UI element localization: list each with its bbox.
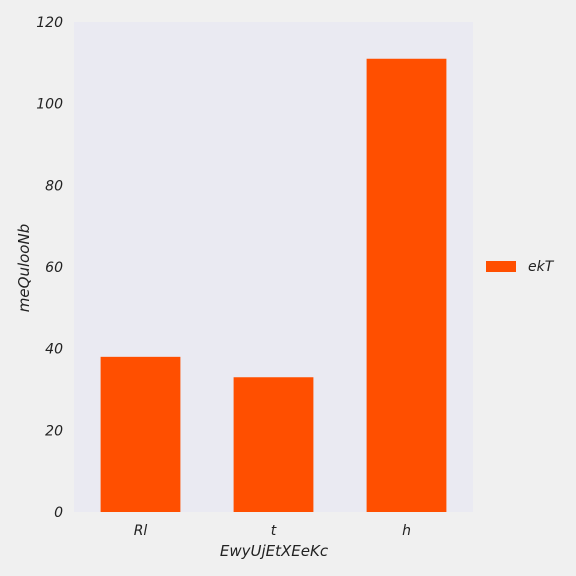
- bar-Rl: [100, 356, 181, 512]
- y-tick-label: 100: [36, 97, 63, 113]
- y-tick-label: 60: [45, 260, 63, 276]
- x-tick-label: h: [402, 523, 411, 539]
- y-axis-label: meQulooNb: [15, 224, 33, 312]
- y-tick-label: 0: [54, 505, 63, 521]
- x-tick-labels: Rl t h: [134, 523, 411, 539]
- bars-group: [100, 58, 447, 512]
- y-tick-label: 40: [45, 342, 63, 358]
- legend-label: ekT: [528, 259, 555, 275]
- bar-h: [366, 58, 447, 512]
- x-axis-label: EwyUjEtXEeKc: [220, 542, 329, 560]
- y-tick-label: 80: [45, 178, 63, 194]
- legend: ekT: [486, 259, 555, 275]
- y-tick-label: 20: [45, 423, 63, 439]
- bar-t: [233, 377, 314, 512]
- y-tick-labels: 0 20 40 60 80 100 120: [36, 15, 63, 521]
- x-tick-label: t: [271, 523, 277, 539]
- x-tick-label: Rl: [134, 523, 148, 539]
- legend-swatch: [486, 261, 516, 272]
- y-tick-label: 120: [36, 15, 63, 31]
